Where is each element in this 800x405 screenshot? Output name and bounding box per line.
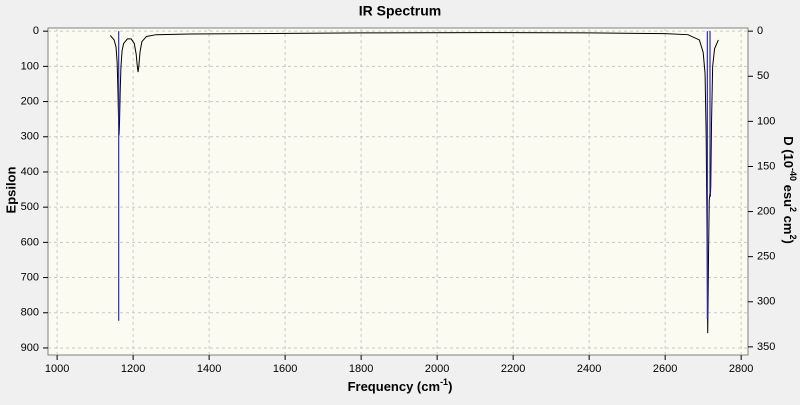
x-tick-label: 2800 — [729, 363, 753, 375]
y2-label-sup: -40 — [788, 168, 798, 181]
y2-tick-label: 250 — [757, 251, 775, 263]
y2-label-part: esu — [781, 181, 796, 207]
x-tick-label: 1200 — [121, 363, 145, 375]
y2-label-part: cm — [781, 212, 796, 234]
plot-area — [47, 27, 749, 356]
y2-label-part: ) — [781, 239, 796, 243]
y-tick-label: 300 — [21, 131, 39, 143]
x-label-part: Frequency (cm — [348, 379, 440, 394]
y2-axis-label: D (10-40 esu2 cm2) — [781, 136, 798, 244]
x-label-part: ) — [448, 379, 452, 394]
y-tick-label: 800 — [21, 307, 39, 319]
x-tick-label: 1600 — [273, 363, 297, 375]
y-tick-label: 900 — [21, 342, 39, 354]
y2-label-sup: 2 — [788, 207, 798, 212]
y2-tick-label: 350 — [757, 341, 775, 353]
x-tick-label: 1000 — [45, 363, 69, 375]
x-tick-label: 2600 — [653, 363, 677, 375]
x-tick-label: 1800 — [349, 363, 373, 375]
y2-tick-label: 100 — [757, 115, 775, 127]
y2-tick-label: 150 — [757, 160, 775, 172]
x-tick-label: 2400 — [577, 363, 601, 375]
y2-tick-label: 200 — [757, 205, 775, 217]
x-axis-label: Frequency (cm-1) — [348, 377, 453, 394]
y-tick-label: 200 — [21, 95, 39, 107]
y-tick-label: 600 — [21, 236, 39, 248]
y-axis-label: Epsilon — [3, 166, 18, 213]
x-label-sup: -1 — [440, 377, 448, 387]
y2-tick-label: 0 — [757, 25, 763, 37]
y2-tick-label: 300 — [757, 296, 775, 308]
y2-label-sup: 2 — [788, 234, 798, 239]
x-tick-label: 2000 — [425, 363, 449, 375]
y-tick-label: 400 — [21, 166, 39, 178]
y-tick-label: 500 — [21, 201, 39, 213]
y2-tick-label: 50 — [757, 70, 769, 82]
spectrum-line — [109, 32, 719, 334]
x-tick-label: 1400 — [197, 363, 221, 375]
chart-title: IR Spectrum — [359, 3, 441, 19]
y-tick-label: 0 — [33, 25, 39, 37]
y2-label-part: D (10 — [781, 136, 796, 168]
y-tick-label: 700 — [21, 271, 39, 283]
y-tick-label: 100 — [21, 60, 39, 72]
x-tick-label: 2200 — [501, 363, 525, 375]
